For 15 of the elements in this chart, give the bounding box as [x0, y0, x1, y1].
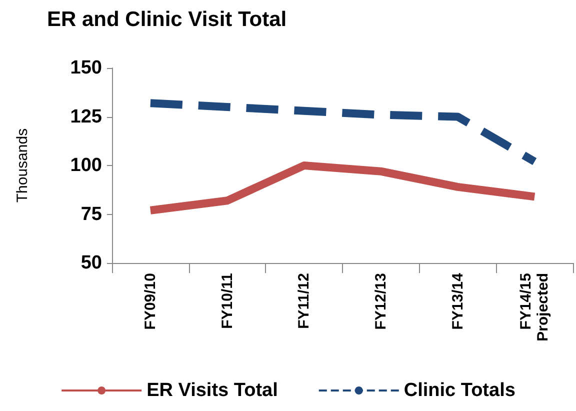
legend-label: Clinic Totals [404, 380, 516, 401]
x-tick-label: FY11/12 [296, 273, 313, 329]
x-tick-label: FY09/10 [142, 273, 159, 330]
chart-title: ER and Clinic Visit Total [47, 8, 287, 31]
x-tick-label: FY10/11 [218, 273, 236, 329]
y-axis-title: Thousands [14, 128, 31, 203]
y-tick-label: 100 [70, 155, 102, 176]
y-tick-label: 75 [80, 204, 102, 225]
y-tick-label: 150 [70, 58, 102, 78]
x-tick-label: FY13/14 [449, 272, 466, 330]
y-tick-label: 50 [80, 252, 102, 274]
legend-label: ER Visits Total [146, 380, 278, 401]
y-tick-label: 125 [70, 106, 102, 128]
x-tick-label: FY12/13 [372, 273, 390, 330]
x-tick-label: FY14/15 Projected [518, 273, 552, 342]
